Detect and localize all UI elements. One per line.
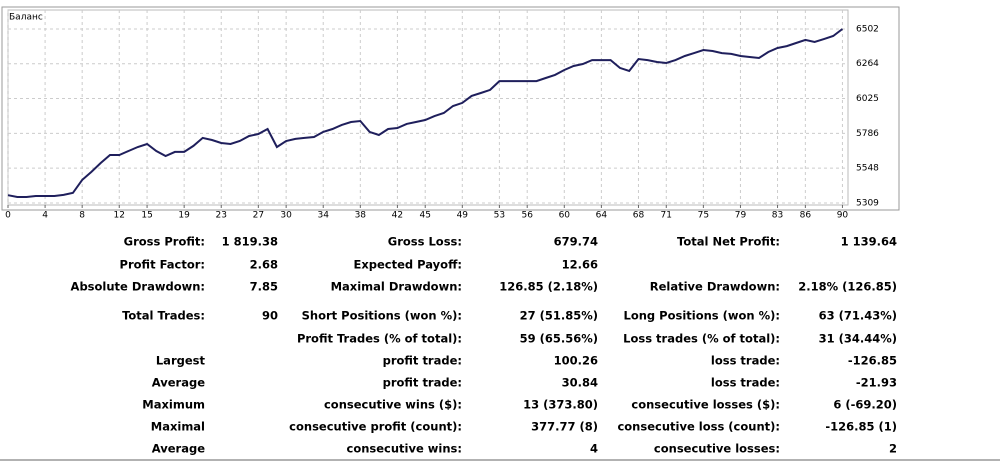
- x-tick-label: 53: [494, 211, 505, 221]
- stat-label: Largest: [156, 354, 206, 368]
- y-tick-label: 5548: [856, 164, 879, 174]
- stat-label: Gross Profit:: [124, 235, 205, 249]
- x-tick-label: 42: [392, 211, 403, 221]
- x-tick-label: 27: [253, 211, 264, 221]
- stat-label: Maximal Drawdown:: [331, 280, 462, 294]
- stat-label: Loss trades (% of total):: [623, 332, 780, 346]
- stat-label: consecutive losses:: [654, 442, 780, 456]
- balance-line: [7, 28, 844, 198]
- stat-value: 679.74: [554, 235, 598, 249]
- stat-value: 2: [889, 442, 897, 456]
- stat-value: 7.85: [250, 280, 278, 294]
- x-tick-label: 79: [735, 211, 747, 221]
- x-tick-label: 56: [521, 211, 533, 221]
- x-tick-label: 8: [79, 211, 85, 221]
- stat-value: 100.26: [554, 354, 598, 368]
- stat-label: Gross Loss:: [388, 235, 462, 249]
- y-tick-label: 5309: [856, 198, 879, 208]
- stat-value: 4: [590, 442, 598, 456]
- x-tick-label: 86: [800, 211, 812, 221]
- x-tick-label: 4: [42, 211, 48, 221]
- x-tick-label: 30: [280, 211, 292, 221]
- stat-value: -126.85 (1): [825, 420, 897, 434]
- y-tick-label: 6502: [856, 24, 879, 34]
- x-tick-label: 23: [216, 211, 227, 221]
- stat-label: Profit Trades (% of total):: [297, 332, 462, 346]
- stat-label: profit trade:: [383, 376, 462, 390]
- x-tick-label: 34: [318, 211, 330, 221]
- stat-label: Total Trades:: [122, 309, 205, 323]
- stat-label: Short Positions (won %):: [302, 309, 462, 323]
- stat-label: Expected Payoff:: [354, 258, 463, 272]
- stat-value: 90: [262, 309, 278, 323]
- stat-value: 2.18% (126.85): [798, 280, 897, 294]
- stat-label: loss trade:: [711, 354, 780, 368]
- stat-value: 27 (51.85%): [520, 309, 598, 323]
- x-tick-label: 60: [559, 211, 571, 221]
- x-tick-label: 90: [837, 211, 849, 221]
- stat-label: Profit Factor:: [120, 258, 205, 272]
- x-tick-label: 12: [114, 211, 125, 221]
- x-tick-label: 68: [633, 211, 645, 221]
- x-tick-label: 64: [596, 211, 608, 221]
- x-tick-label: 71: [661, 211, 672, 221]
- x-tick-label: 38: [355, 211, 367, 221]
- stat-value: -126.85: [848, 354, 897, 368]
- x-tick-label: 19: [178, 211, 190, 221]
- stat-value: -21.93: [856, 376, 897, 390]
- stat-value: 126.85 (2.18%): [499, 280, 598, 294]
- stat-value: 1 139.64: [841, 235, 897, 249]
- chart-title: Баланс: [9, 13, 43, 23]
- y-tick-label: 6025: [856, 94, 879, 104]
- stat-label: Maximal: [151, 420, 205, 434]
- stat-label: profit trade:: [383, 354, 462, 368]
- x-tick-label: 0: [5, 211, 11, 221]
- x-tick-label: 45: [419, 211, 430, 221]
- stat-label: consecutive wins:: [347, 442, 463, 456]
- stat-value: 30.84: [562, 376, 598, 390]
- stat-label: Relative Drawdown:: [650, 280, 780, 294]
- x-tick-label: 75: [698, 211, 709, 221]
- stat-label: Average: [152, 442, 205, 456]
- stat-label: Total Net Profit:: [677, 235, 780, 249]
- stat-label: consecutive loss (count):: [617, 420, 780, 434]
- stat-value: 6 (-69.20): [833, 398, 897, 412]
- stat-value: 1 819.38: [222, 235, 278, 249]
- stat-value: 2.68: [250, 258, 278, 272]
- stat-value: 31 (34.44%): [819, 332, 897, 346]
- stat-label: Long Positions (won %):: [624, 309, 781, 323]
- stat-label: Maximum: [142, 398, 205, 412]
- stat-value: 12.66: [562, 258, 598, 272]
- stat-value: 13 (373.80): [523, 398, 598, 412]
- x-tick-label: 83: [772, 211, 783, 221]
- stat-label: consecutive profit (count):: [289, 420, 462, 434]
- stat-label: consecutive wins ($):: [324, 398, 462, 412]
- stat-label: Average: [152, 376, 205, 390]
- stat-value: 377.77 (8): [531, 420, 598, 434]
- y-tick-label: 5786: [856, 129, 879, 139]
- stat-value: 63 (71.43%): [819, 309, 897, 323]
- stat-label: Absolute Drawdown:: [71, 280, 205, 294]
- x-tick-label: 49: [457, 211, 469, 221]
- stat-label: loss trade:: [711, 376, 780, 390]
- stat-label: consecutive losses ($):: [631, 398, 780, 412]
- stat-value: 59 (65.56%): [520, 332, 598, 346]
- y-tick-label: 6264: [856, 59, 879, 69]
- x-tick-label: 15: [141, 211, 152, 221]
